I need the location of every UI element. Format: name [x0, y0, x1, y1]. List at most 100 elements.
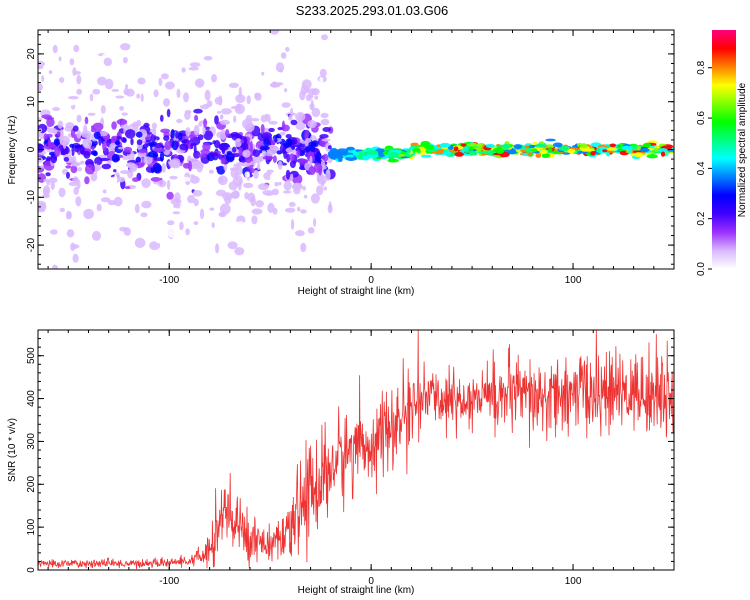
- heatmap-cell: [289, 153, 295, 162]
- heatmap-cell: [170, 266, 180, 269]
- heatmap-cell: [84, 176, 90, 185]
- heatmap-cell: [50, 229, 58, 235]
- heatmap-cell: [252, 149, 261, 158]
- heatmap-cell: [38, 83, 43, 91]
- heatmap-cell: [105, 13, 110, 18]
- heatmap-cell: [92, 88, 101, 95]
- heatmap-cell: [69, 58, 75, 66]
- heatmap-cell: [316, 174, 321, 183]
- heatmap-cell: [314, 95, 319, 100]
- heatmap-cell: [69, 143, 75, 148]
- heatmap-cell: [227, 241, 238, 250]
- heatmap-cell: [244, 171, 250, 178]
- heatmap-cell: [615, 146, 623, 149]
- heatmap-cell: [92, 230, 101, 241]
- heatmap-cell: [255, 200, 264, 208]
- heatmap-cell: [319, 68, 327, 78]
- heatmap-cell: [198, 122, 203, 127]
- heatmap-cell: [347, 154, 355, 158]
- heatmap-cell: [304, 86, 310, 93]
- heatmap-cell: [124, 83, 129, 90]
- heatmap-cell: [160, 128, 171, 134]
- heatmap-cell: [170, 129, 175, 139]
- heatmap-cell: [134, 203, 140, 214]
- heatmap-cell: [138, 148, 147, 154]
- heatmap-cell: [72, 253, 79, 263]
- heatmap-cell: [219, 129, 227, 140]
- heatmap-cell: [172, 211, 181, 215]
- heatmap-cell: [291, 183, 303, 191]
- heatmap-cell: [226, 151, 232, 155]
- heatmap-cell: [47, 127, 58, 134]
- heatmap-cell: [219, 114, 224, 120]
- heatmap-cell: [193, 125, 200, 136]
- heatmap-cell: [152, 128, 157, 136]
- heatmap-cell: [119, 226, 128, 232]
- heatmap-cell: [48, 86, 57, 90]
- heatmap-cell: [50, 154, 58, 164]
- heatmap-cell: [150, 133, 156, 143]
- heatmap-cell: [295, 120, 306, 131]
- heatmap-cell: [194, 114, 199, 122]
- heatmap-cell: [206, 100, 213, 108]
- heatmap-cell: [319, 134, 329, 139]
- heatmap-cell: [149, 241, 161, 251]
- heatmap-cell: [117, 176, 126, 183]
- heatmap-cell: [261, 71, 265, 76]
- heatmap-cell: [169, 175, 178, 180]
- heatmap-cell: [96, 203, 102, 212]
- heatmap-cell: [320, 118, 330, 126]
- heatmap-cell: [82, 140, 91, 144]
- snr-y-tick-label: 500: [26, 347, 37, 364]
- heatmap-cell: [121, 112, 128, 116]
- heatmap-cell: [76, 130, 82, 139]
- colorbar-gradient: [712, 30, 736, 269]
- heatmap-cell: [221, 145, 226, 155]
- heatmap-cell: [267, 202, 275, 213]
- spectrogram-y-axis-label: Frequency (Hz): [7, 116, 18, 185]
- heatmap-cell: [211, 84, 222, 94]
- heatmap-cell: [298, 158, 309, 164]
- heatmap-cell: [73, 44, 80, 53]
- heatmap-cell: [94, 156, 103, 166]
- heatmap-cell: [257, 183, 269, 191]
- heatmap-cell: [552, 142, 563, 148]
- heatmap-cell: [193, 221, 199, 226]
- heatmap-cell: [38, 217, 43, 226]
- heatmap-cell: [274, 137, 278, 143]
- heatmap-cell: [152, 162, 162, 173]
- heatmap-cell: [170, 158, 181, 166]
- heatmap-cell: [295, 147, 302, 152]
- heatmap-cell: [313, 217, 317, 227]
- heatmap-cell: [282, 190, 292, 194]
- heatmap-cell: [58, 218, 66, 224]
- heatmap-cell: [198, 282, 205, 290]
- heatmap-cell: [174, 141, 180, 148]
- heatmap-cell: [154, 233, 163, 244]
- heatmap-cell: [269, 30, 280, 35]
- heatmap-cell: [278, 182, 282, 186]
- heatmap-cell: [279, 68, 283, 73]
- heatmap-cell: [251, 118, 260, 122]
- heatmap-cell: [179, 203, 189, 214]
- heatmap-cell: [89, 93, 94, 102]
- heatmap-cell: [291, 145, 296, 150]
- heatmap-cell: [366, 150, 379, 155]
- heatmap-cell: [65, 165, 72, 169]
- heatmap-cell: [327, 204, 333, 214]
- heatmap-cell: [179, 143, 189, 151]
- heatmap-cell: [80, 261, 90, 269]
- heatmap-cell: [111, 153, 120, 163]
- heatmap-cell: [295, 112, 306, 122]
- heatmap-cell: [195, 78, 205, 88]
- heatmap-cell: [92, 122, 104, 131]
- heatmap-cell: [242, 149, 251, 158]
- heatmap-cell: [38, 60, 45, 68]
- heatmap-cell: [76, 74, 82, 85]
- heatmap-cell: [233, 115, 237, 123]
- heatmap-cell: [580, 143, 588, 149]
- heatmap-cell: [321, 34, 328, 41]
- heatmap-cell: [46, 117, 55, 128]
- heatmap-cell: [215, 243, 220, 254]
- heatmap-cell: [135, 156, 141, 163]
